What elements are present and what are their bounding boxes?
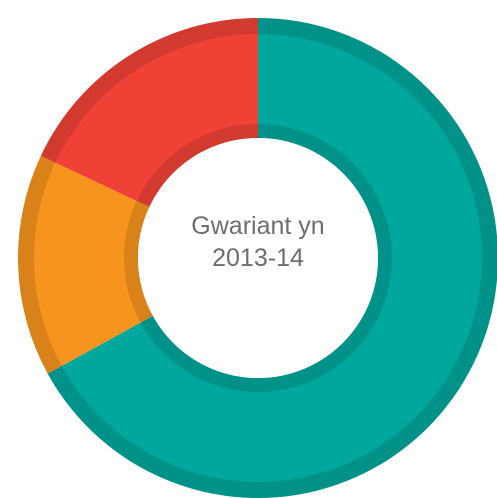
donut-segment bbox=[40, 18, 258, 207]
donut-segment bbox=[47, 18, 497, 498]
donut-hole bbox=[138, 138, 378, 378]
center-label: Gwariant yn 2013-14 bbox=[191, 212, 325, 272]
outer-rim bbox=[18, 18, 497, 498]
inner-rim bbox=[124, 124, 392, 392]
donut-segment bbox=[17, 155, 153, 374]
